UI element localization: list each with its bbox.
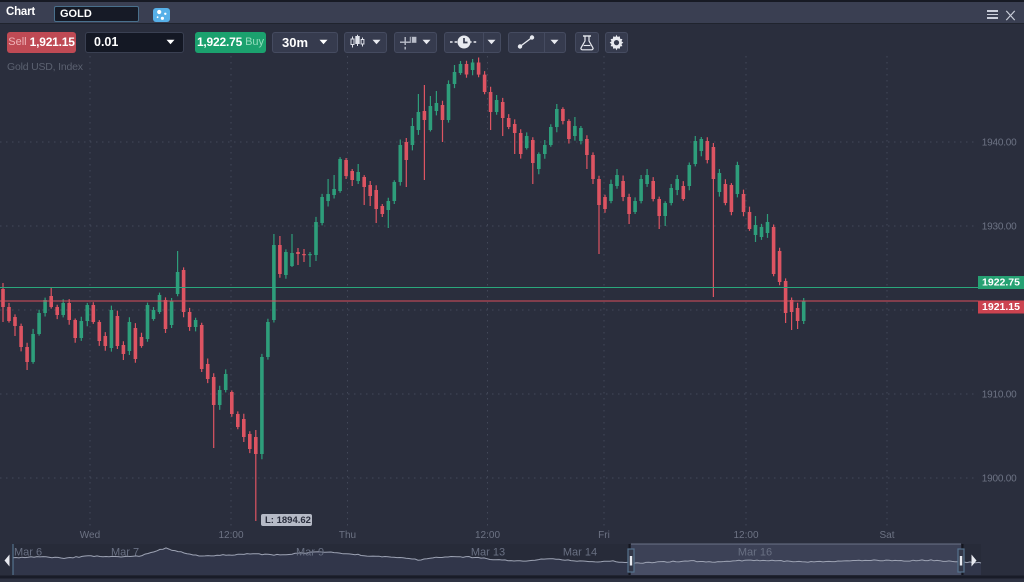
- svg-text:Mar 9: Mar 9: [296, 547, 324, 559]
- svg-text:1910.00: 1910.00: [982, 390, 1017, 401]
- svg-text:Mar 7: Mar 7: [111, 547, 139, 559]
- svg-text:12:00: 12:00: [733, 530, 758, 541]
- svg-text:12:00: 12:00: [475, 530, 500, 541]
- svg-text:Wed: Wed: [80, 530, 100, 541]
- svg-text:Mar 6: Mar 6: [14, 547, 42, 559]
- svg-text:Mar 16: Mar 16: [738, 547, 772, 559]
- svg-text:1930.00: 1930.00: [982, 222, 1017, 233]
- svg-text:Gold USD, Index: Gold USD, Index: [7, 61, 84, 73]
- svg-text:1900.00: 1900.00: [982, 474, 1017, 485]
- svg-text:L: 1894.62: L: 1894.62: [265, 515, 311, 526]
- svg-text:1940.00: 1940.00: [982, 138, 1017, 149]
- svg-text:1921.15: 1921.15: [982, 301, 1020, 313]
- svg-text:Sat: Sat: [879, 530, 894, 541]
- svg-text:1922.75: 1922.75: [982, 277, 1020, 289]
- svg-text:Fri: Fri: [598, 530, 610, 541]
- svg-text:Mar 14: Mar 14: [563, 547, 597, 559]
- svg-text:12:00: 12:00: [218, 530, 243, 541]
- svg-text:Mar 13: Mar 13: [471, 547, 505, 559]
- svg-text:Thu: Thu: [339, 530, 356, 541]
